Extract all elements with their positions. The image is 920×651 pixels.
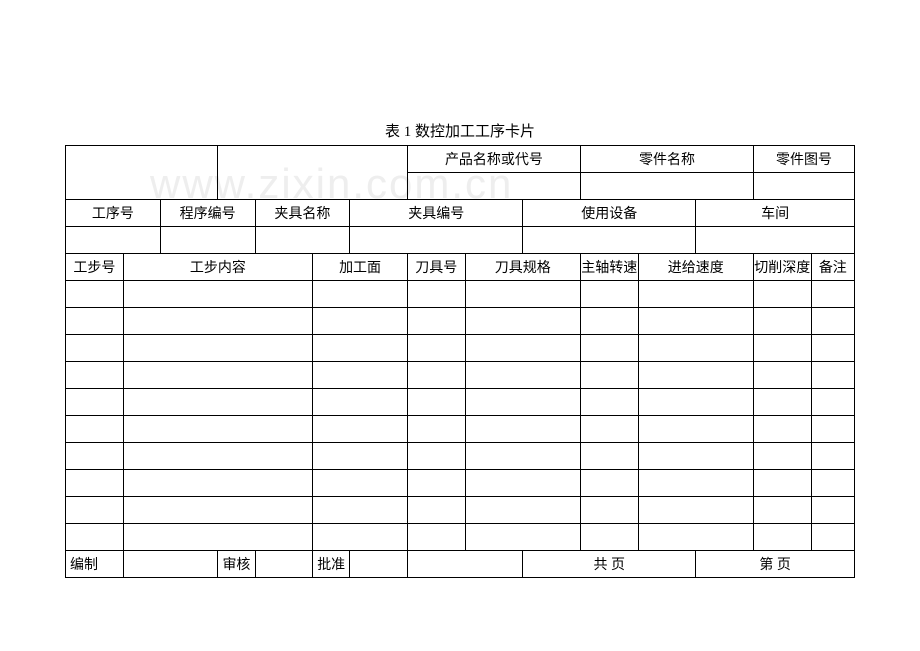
step-no-label: 工步号 <box>66 254 124 281</box>
cut-depth-label: 切削深度 <box>753 254 811 281</box>
table-row <box>66 389 855 416</box>
step-content-label: 工步内容 <box>123 254 313 281</box>
column-header-row: 工步号 工步内容 加工面 刀具号 刀具规格 主轴转速 进给速度 切削深度 备注 <box>66 254 855 281</box>
spindle-speed-label: 主轴转速 <box>580 254 638 281</box>
fixture-no-label: 夹具编号 <box>350 200 523 227</box>
table-row <box>66 362 855 389</box>
header-row-3: 工序号 程序编号 夹具名称 夹具编号 使用设备 车间 <box>66 200 855 227</box>
table-row <box>66 308 855 335</box>
tool-spec-label: 刀具规格 <box>465 254 580 281</box>
part-name-label: 零件名称 <box>580 146 753 173</box>
table-row <box>66 416 855 443</box>
total-pages-label: 共 页 <box>523 551 696 578</box>
table-row <box>66 470 855 497</box>
remarks-label: 备注 <box>811 254 854 281</box>
workshop-label: 车间 <box>696 200 855 227</box>
page-no-label: 第 页 <box>696 551 855 578</box>
process-card-table: 产品名称或代号 零件名称 零件图号 工序号 程序编号 夹具名称 夹具编号 使用设… <box>65 145 855 578</box>
machining-face-label: 加工面 <box>313 254 408 281</box>
tool-no-label: 刀具号 <box>407 254 465 281</box>
feed-rate-label: 进给速度 <box>638 254 753 281</box>
table-row <box>66 281 855 308</box>
table-row <box>66 497 855 524</box>
equipment-label: 使用设备 <box>523 200 696 227</box>
approved-by-label: 批准 <box>313 551 350 578</box>
compiled-by-label: 编制 <box>66 551 124 578</box>
header-row-1: 产品名称或代号 零件名称 零件图号 <box>66 146 855 173</box>
part-drawing-label: 零件图号 <box>753 146 854 173</box>
reviewed-by-label: 审核 <box>218 551 255 578</box>
fixture-name-label: 夹具名称 <box>255 200 350 227</box>
process-no-label: 工序号 <box>66 200 161 227</box>
table-title: 表 1 数控加工工序卡片 <box>0 0 920 141</box>
table-row <box>66 443 855 470</box>
table-row <box>66 524 855 551</box>
program-no-label: 程序编号 <box>160 200 255 227</box>
product-name-label: 产品名称或代号 <box>407 146 580 173</box>
footer-row: 编制 审核 批准 共 页 第 页 <box>66 551 855 578</box>
table-row <box>66 335 855 362</box>
header-row-4 <box>66 227 855 254</box>
